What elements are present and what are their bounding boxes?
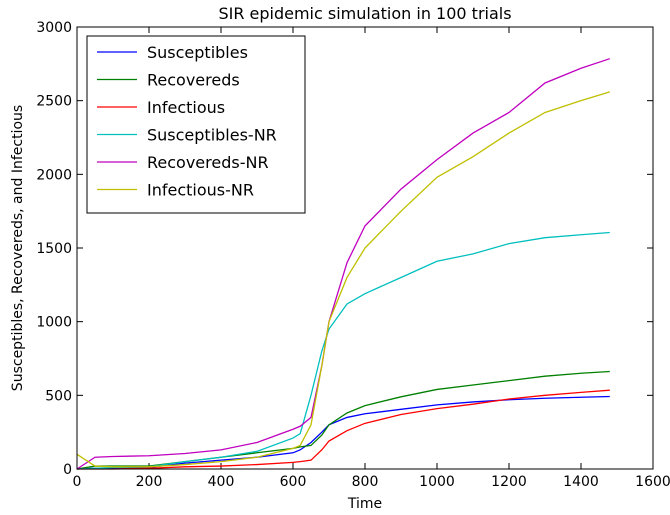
x-tick-label: 800 (352, 474, 379, 490)
x-tick-label: 600 (280, 474, 307, 490)
x-tick-label: 400 (208, 474, 235, 490)
legend-label: Susceptibles (147, 43, 248, 62)
legend-label: Recovereds-NR (147, 153, 269, 172)
plot-frame (76, 26, 654, 470)
series-line (76, 91, 610, 468)
legend-label: Recovereds (147, 71, 240, 90)
series-line (76, 370, 610, 470)
x-tick-label: 1000 (419, 474, 455, 490)
y-tick-label: 2500 (36, 94, 72, 110)
x-tick-label: 0 (73, 474, 82, 490)
chart-title: SIR epidemic simulation in 100 trials (218, 4, 511, 23)
x-tick-label: 1600 (635, 474, 670, 490)
x-tick-label: 1400 (563, 474, 599, 490)
legend-label: Infectious (147, 98, 225, 117)
x-tick-label: 1200 (491, 474, 527, 490)
y-tick-label: 1500 (36, 241, 72, 257)
legend-label: Susceptibles-NR (147, 126, 277, 145)
x-tick-label: 200 (136, 474, 163, 490)
y-tick-label: 1000 (36, 315, 72, 331)
legend-label: Infectious-NR (147, 181, 254, 200)
x-axis-label: Time (347, 496, 382, 512)
legend-box (86, 35, 306, 214)
y-axis-label: Susceptibles, Recovereds, and Infectious (10, 105, 26, 391)
y-tick-label: 0 (63, 462, 72, 478)
y-tick-label: 500 (45, 388, 72, 404)
series-line (77, 389, 610, 470)
series-line (76, 231, 610, 470)
y-tick-label: 3000 (36, 20, 72, 36)
y-tick-label: 2000 (36, 167, 72, 183)
